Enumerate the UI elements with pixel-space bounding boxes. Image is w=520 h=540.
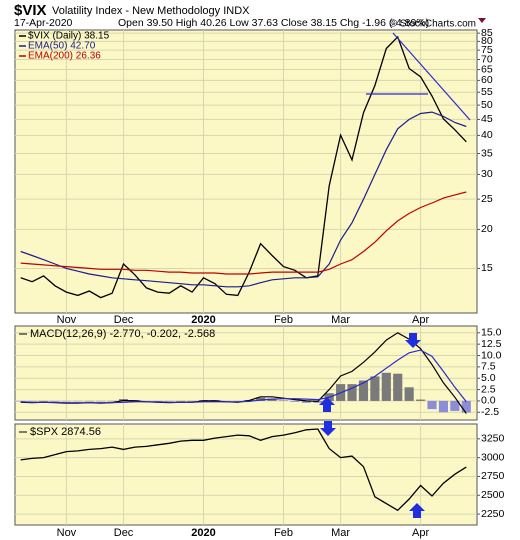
histogram-bar [187, 400, 197, 402]
histogram-bar [107, 400, 117, 402]
x-tick-label: 2020 [191, 314, 215, 326]
series-line [20, 191, 467, 275]
trend-line [392, 32, 471, 121]
histogram-bar [416, 399, 426, 401]
y-tick-label: 25 [481, 193, 493, 205]
histogram-bar [73, 400, 83, 402]
y-tick-label: 2750 [481, 470, 505, 482]
histogram-bar [38, 400, 49, 402]
y-tick-label: 2500 [481, 489, 505, 501]
histogram-bar [96, 400, 106, 402]
x-tick-label: 2020 [191, 527, 215, 539]
date: 17-Apr-2020 [14, 17, 73, 29]
x-tick-label: Nov [57, 314, 77, 326]
y-tick-label: 3250 [481, 433, 505, 445]
arrow-down [320, 421, 336, 436]
histogram-bar [256, 397, 266, 401]
histogram-bar [153, 400, 163, 402]
arrow-up [319, 397, 335, 412]
histogram-bar [233, 400, 243, 402]
quote: Open 39.50 High 40.26 Low 37.63 Close 38… [118, 17, 429, 29]
histogram-bar [84, 400, 94, 402]
y-tick-label: 30 [481, 168, 493, 180]
histogram-bar [164, 400, 174, 402]
histogram-bar [267, 398, 277, 401]
y-tick-label: 70 [481, 53, 493, 65]
x-tick-label: Feb [274, 314, 293, 326]
arrow-down [405, 333, 421, 348]
series-line [20, 35, 467, 299]
x-tick-label: Apr [412, 314, 429, 326]
symbol: $VIX [14, 2, 47, 19]
y-tick-label: 80 [481, 35, 493, 47]
plot: Nov Dec 2020 Feb Mar Apr 15 20 25 30 35 40 45 5055606… [15, 27, 505, 539]
y-tick-label: 0.0 [481, 395, 496, 407]
y-tick-label: 40 [481, 129, 493, 141]
histogram-bar [278, 400, 289, 401]
histogram-bar [370, 376, 380, 401]
y-tick-label: 2250 [481, 508, 505, 520]
x-tick-label: Dec [114, 527, 134, 539]
histogram-bar [450, 400, 460, 411]
histogram-bar [301, 400, 311, 403]
y-tick-label: 20 [481, 223, 493, 235]
panel-title: $SPX 2874.56 [30, 426, 101, 438]
x-tick-label: Apr [412, 527, 429, 539]
y-tick-label: -2.5 [481, 406, 499, 418]
histogram-bar [438, 400, 449, 413]
index-name: Volatility Index - New Methodology INDX [52, 5, 250, 17]
y-tick-label: 60 [481, 74, 493, 86]
histogram-bar [358, 380, 369, 401]
y-tick-label: 35 [481, 147, 493, 159]
y-tick-label: 10.0 [481, 349, 502, 361]
x-tick-label: Mar [331, 314, 350, 326]
histogram-bar [393, 373, 403, 401]
legend-label: $VIX (Daily) 38.15 [28, 31, 110, 42]
x-tick-label: Dec [114, 314, 134, 326]
series-line [20, 428, 467, 512]
histogram-bar [427, 400, 437, 410]
x-tick-label: Mar [331, 527, 350, 539]
histogram-bar [347, 384, 357, 401]
series-line [20, 349, 467, 404]
histogram-bar [176, 400, 186, 402]
histogram-bar [404, 387, 414, 401]
histogram-bar [61, 400, 71, 402]
x-tick-label: Feb [274, 527, 293, 539]
menu-icon [478, 18, 486, 23]
histogram-bar [27, 400, 37, 402]
y-tick-label: 2.5 [481, 383, 496, 395]
y-tick-label: 5.0 [481, 372, 496, 384]
y-tick-label: 65 [481, 63, 493, 75]
y-tick-label: 55 [481, 86, 493, 98]
histogram-bar [141, 400, 151, 402]
histogram-bar [50, 400, 60, 402]
series-line [20, 111, 467, 288]
y-tick-label: 12.5 [481, 338, 502, 350]
histogram-bar [461, 400, 471, 413]
y-tick-label: 85 [481, 27, 493, 39]
y-tick-label: 3000 [481, 451, 505, 463]
histogram-bar [290, 400, 300, 402]
legend-label: EMA(50) 42.70 [28, 41, 96, 52]
y-tick-label: 75 [481, 44, 493, 56]
y-tick-label: 7.5 [481, 361, 496, 373]
histogram-bar [16, 400, 26, 402]
y-tick-label: 15 [481, 262, 493, 274]
panel [14, 29, 478, 314]
panel-title: MACD(12,26,9) -2.770, -0.202, -2.568 [30, 328, 215, 340]
y-tick-label: 15.0 [481, 327, 502, 339]
arrow-up [409, 503, 425, 518]
x-tick-label: Nov [57, 527, 77, 539]
histogram-bar [221, 400, 231, 402]
panel [14, 325, 478, 421]
y-tick-label: 45 [481, 113, 493, 125]
credit: © StockCharts.com [390, 19, 476, 30]
legend-label: EMA(200) 26.36 [28, 51, 101, 62]
annotations [319, 32, 471, 518]
y-tick-label: 50 [481, 99, 493, 111]
histogram-bar [381, 372, 391, 401]
